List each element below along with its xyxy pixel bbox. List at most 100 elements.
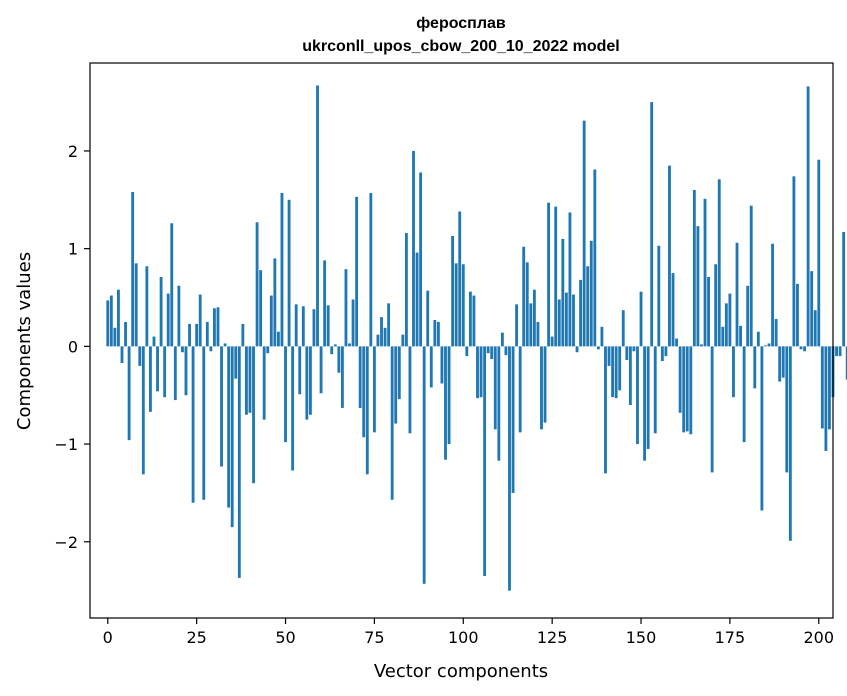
x-tick-label: 50: [275, 628, 295, 647]
bar-172: [717, 179, 721, 347]
bar-124: [547, 202, 551, 347]
bar-144: [618, 346, 622, 391]
bar-165: [692, 190, 696, 347]
bar-67: [344, 269, 348, 347]
bar-39: [245, 346, 248, 415]
bar-201: [820, 346, 824, 429]
bar-33: [223, 343, 227, 347]
y-axis-ticks: −2 −1 0 1 2: [54, 142, 90, 552]
bar-120: [532, 289, 536, 347]
bar-80: [390, 346, 394, 500]
bar-154: [653, 346, 657, 434]
x-axis-label: Vector components: [374, 661, 548, 682]
bar-205: [835, 346, 838, 357]
chart-title: феросплав: [416, 15, 506, 32]
bar-44: [262, 346, 266, 420]
bar-92: [433, 319, 437, 347]
bar-64: [333, 344, 337, 347]
bar-55: [301, 306, 305, 347]
bar-168: [703, 198, 707, 347]
bar-125: [550, 336, 554, 347]
bar-89: [422, 346, 426, 584]
bar-58: [312, 309, 316, 347]
bar-106: [483, 346, 487, 576]
bar-78: [383, 327, 387, 347]
bar-155: [657, 245, 661, 347]
bar-109: [493, 346, 497, 430]
bar-110: [497, 346, 501, 461]
bar-127: [557, 299, 561, 347]
bar-122: [540, 346, 543, 430]
bar-161: [678, 346, 682, 413]
bar-202: [824, 346, 828, 451]
bar-197: [806, 86, 810, 347]
bar-4: [120, 346, 124, 363]
bar-5: [124, 321, 127, 347]
bar-56: [305, 346, 309, 420]
bar-50: [284, 346, 287, 443]
bar-193: [792, 176, 796, 347]
bar-97: [451, 235, 455, 347]
bar-8: [134, 263, 138, 347]
bar-208: [845, 346, 847, 380]
bar-103: [472, 295, 476, 347]
bar-182: [753, 346, 757, 389]
plot-frame: [89, 62, 834, 619]
bar-143: [614, 346, 618, 399]
bar-7: [131, 191, 135, 347]
bar-192: [788, 346, 792, 541]
bar-28: [205, 321, 209, 347]
bar-203: [828, 346, 831, 430]
bar-179: [742, 346, 746, 443]
bar-74: [369, 192, 373, 347]
bar-108: [490, 346, 494, 360]
bar-160: [675, 338, 678, 347]
bar-25: [195, 323, 199, 347]
bar-152: [646, 346, 650, 449]
bar-156: [660, 346, 664, 362]
bar-123: [543, 346, 547, 423]
bar-189: [778, 346, 782, 382]
bar-142: [611, 346, 615, 398]
bar-99: [458, 211, 462, 347]
bar-83: [401, 334, 405, 347]
bar-185: [764, 345, 767, 347]
bar-111: [500, 332, 504, 347]
bar-183: [756, 331, 760, 347]
bar-140: [604, 346, 607, 474]
bar-12: [149, 346, 152, 412]
bar-199: [813, 310, 817, 347]
bar-184: [760, 346, 764, 511]
y-tick-label: 1: [68, 240, 78, 259]
bar-159: [671, 273, 675, 347]
bar-38: [241, 323, 245, 347]
bar-145: [621, 310, 625, 347]
bar-174: [724, 303, 728, 347]
bar-49: [280, 192, 284, 347]
bar-43: [259, 270, 263, 347]
bar-69: [351, 299, 355, 347]
bar-82: [397, 346, 401, 400]
bar-105: [479, 346, 483, 398]
bar-116: [518, 346, 522, 433]
bar-36: [234, 346, 238, 379]
bar-93: [436, 321, 440, 347]
bar-136: [589, 240, 593, 347]
bar-35: [230, 346, 234, 528]
bar-37: [237, 346, 241, 578]
chart-subtitle: ukrconll_upos_cbow_200_10_2022 model: [302, 38, 619, 55]
bar-178: [739, 325, 742, 347]
x-tick-label: 125: [537, 628, 568, 647]
bar-167: [700, 344, 703, 347]
bar-91: [429, 346, 433, 388]
bar-9: [138, 346, 142, 366]
bar-180: [746, 285, 750, 347]
bar-30: [213, 308, 216, 347]
bar-10: [141, 346, 145, 475]
bar-137: [593, 169, 597, 347]
bar-162: [682, 346, 686, 433]
bar-0: [106, 300, 110, 347]
bar-57: [308, 346, 312, 415]
bar-6: [127, 346, 131, 441]
